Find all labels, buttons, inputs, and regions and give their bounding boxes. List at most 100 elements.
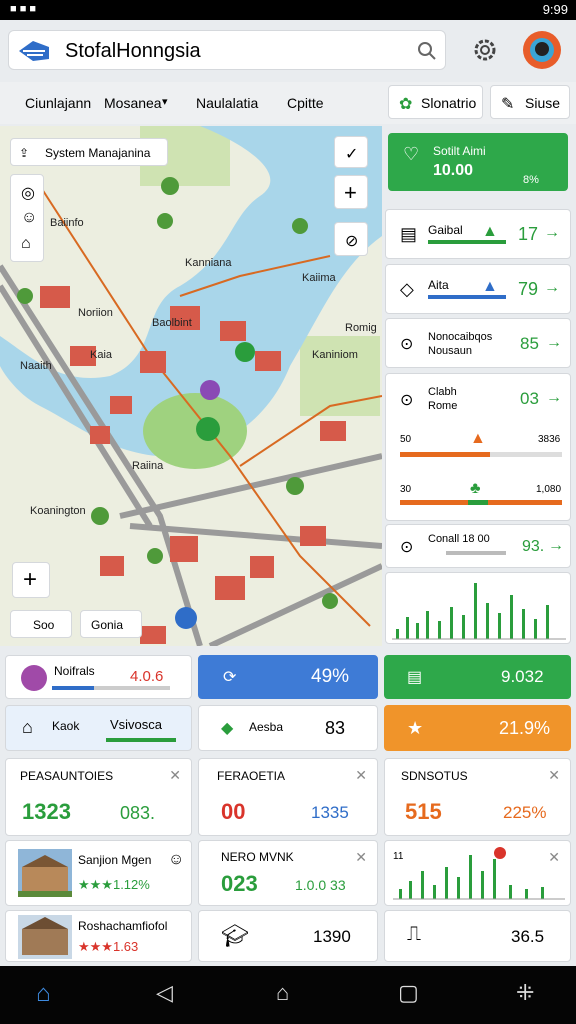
stat-card[interactable]: ⎍ 36.5 bbox=[384, 910, 571, 962]
label: Clabh bbox=[428, 386, 457, 398]
icon: ⊙ bbox=[400, 392, 414, 409]
map-button[interactable]: Gonia bbox=[80, 610, 142, 638]
shape bbox=[400, 452, 490, 457]
icon: ▤ bbox=[400, 224, 418, 244]
shape bbox=[170, 536, 198, 562]
map-tool[interactable]: ✓ bbox=[334, 136, 368, 168]
icon: ■ ■ ■ bbox=[10, 3, 37, 15]
map-button[interactable]: Soo bbox=[10, 610, 72, 638]
icon: + bbox=[23, 566, 38, 593]
stat-card[interactable]: NERO MVNK ✕ 023 1.0.0 33 bbox=[198, 840, 378, 906]
label: 00 bbox=[221, 799, 246, 824]
stat-card[interactable]: 🎓︎ 1390 bbox=[198, 910, 378, 962]
tab[interactable]: Mosanea bbox=[104, 95, 162, 111]
tile[interactable]: ▤ 9.032 bbox=[384, 655, 571, 699]
label: Conall 18 00 bbox=[428, 533, 490, 545]
shape bbox=[300, 526, 326, 546]
icon: ★ bbox=[407, 718, 424, 738]
stat-card[interactable]: PEASAUNTOIES ✕ 1323 083. bbox=[5, 758, 192, 836]
icon: ♣ bbox=[470, 480, 481, 497]
tile[interactable]: ⌂ Kaok Vsivosca bbox=[5, 705, 192, 751]
shape bbox=[418, 42, 432, 56]
stat-card[interactable]: SDNSOTUS ✕ 515 225% bbox=[384, 758, 571, 836]
action-button[interactable]: ✎ Siuse bbox=[490, 85, 570, 119]
stat-card[interactable]: FERAOETIA ✕ 00 1335 bbox=[198, 758, 378, 836]
nav-back[interactable]: ◁ bbox=[156, 980, 173, 1005]
label: 9.032 bbox=[501, 667, 544, 686]
label: 023 bbox=[221, 871, 258, 896]
tile[interactable]: ⟳ 49% bbox=[198, 655, 378, 699]
shape bbox=[17, 177, 338, 609]
contact-card[interactable]: ⊙ Conall 18 00 93. → bbox=[385, 524, 571, 568]
tile[interactable]: ★ 21.9% bbox=[384, 705, 571, 751]
shape bbox=[399, 855, 544, 899]
icon: ◎ bbox=[21, 185, 35, 202]
map-panel[interactable]: ⇪ System Manajanina bbox=[10, 138, 168, 166]
label: Sotilt Aimi bbox=[433, 144, 486, 158]
shape bbox=[23, 50, 45, 56]
metric-card[interactable]: ▤ Gaibal ▲ 17 → bbox=[385, 209, 571, 259]
shape bbox=[52, 686, 170, 690]
progress-card[interactable]: ⊙ Clabh Rome 03 → 50 ▲ 3836 30 ♣ 1,080 bbox=[385, 373, 571, 521]
label: 85 bbox=[520, 334, 539, 353]
action-button[interactable]: ✿ Slonatrio bbox=[388, 85, 483, 119]
time: 9:99 bbox=[542, 2, 568, 17]
tab[interactable]: Naulalatia bbox=[196, 95, 259, 111]
shape bbox=[400, 452, 562, 457]
shape bbox=[90, 426, 110, 444]
icon: ▾ bbox=[162, 96, 168, 108]
label: 1,080 bbox=[536, 484, 562, 495]
icon: ✕ bbox=[548, 849, 560, 865]
map-label: Baiinfo bbox=[50, 217, 84, 229]
nav-menu[interactable]: ⁜ bbox=[516, 980, 535, 1005]
shape bbox=[235, 342, 255, 362]
tile[interactable]: Noifrals 4.0.6 bbox=[5, 655, 192, 699]
shape bbox=[100, 556, 124, 576]
shape bbox=[140, 351, 166, 373]
shape bbox=[396, 629, 399, 639]
nav-recent[interactable]: ▢ bbox=[398, 980, 419, 1005]
place-card[interactable]: Sanjion Mgen ☺ ★★★1.12% bbox=[5, 840, 192, 906]
settings[interactable] bbox=[472, 37, 498, 63]
avatar[interactable] bbox=[522, 30, 562, 70]
place-card[interactable]: Roshachamfiofol ★★★1.63 bbox=[5, 910, 192, 962]
shape bbox=[445, 867, 448, 899]
summary-card[interactable]: ♡ Sotilt Aimi 10.00 8% bbox=[388, 133, 568, 191]
map-tools[interactable]: ◎ ☺ ⌂ bbox=[10, 174, 44, 262]
tile[interactable]: ◆ Aesba 83 bbox=[198, 705, 378, 751]
icon: ◇ bbox=[400, 279, 414, 299]
icon: ⊙ bbox=[400, 539, 414, 556]
zoom-out[interactable]: + bbox=[12, 562, 50, 598]
shape bbox=[19, 41, 49, 61]
icon: ✎ bbox=[501, 96, 515, 113]
shape bbox=[52, 686, 94, 690]
tab[interactable]: Ciunlajann bbox=[25, 95, 92, 111]
search-bar[interactable]: StofalHonngsia bbox=[8, 30, 446, 70]
map-tool[interactable]: ⊘ bbox=[334, 222, 368, 256]
shape bbox=[481, 871, 484, 899]
label: 11 bbox=[393, 851, 404, 862]
shape bbox=[474, 583, 477, 639]
label: 1390 bbox=[313, 927, 351, 946]
nav-home[interactable]: ⌂ bbox=[36, 980, 51, 1007]
map[interactable]: Baiinfo Kanniana Noriion Kaiima Baolbint… bbox=[0, 126, 382, 646]
tab[interactable]: Cpitte bbox=[287, 95, 324, 111]
shape bbox=[474, 39, 496, 61]
metric-card[interactable]: ◇ Aita ▲ 79 → bbox=[385, 264, 571, 314]
map-label: Raiina bbox=[132, 460, 164, 472]
map-label: Baolbint bbox=[152, 317, 192, 329]
zoom-in[interactable]: + bbox=[334, 175, 368, 209]
shape bbox=[157, 213, 173, 229]
label: Gonia bbox=[91, 618, 124, 632]
shape bbox=[175, 607, 197, 629]
chart-card[interactable]: 11 ✕ bbox=[384, 840, 571, 906]
icon: ✿ bbox=[399, 96, 413, 113]
metric-card[interactable]: ⊙ Nonocaibqos Nousaun 85 → bbox=[385, 318, 571, 368]
icon: + bbox=[344, 180, 357, 205]
shape bbox=[220, 321, 246, 341]
nav-center[interactable]: ⌂ bbox=[276, 980, 290, 1005]
icon: ✕ bbox=[355, 767, 367, 783]
shape bbox=[200, 380, 220, 400]
shape bbox=[509, 885, 512, 899]
